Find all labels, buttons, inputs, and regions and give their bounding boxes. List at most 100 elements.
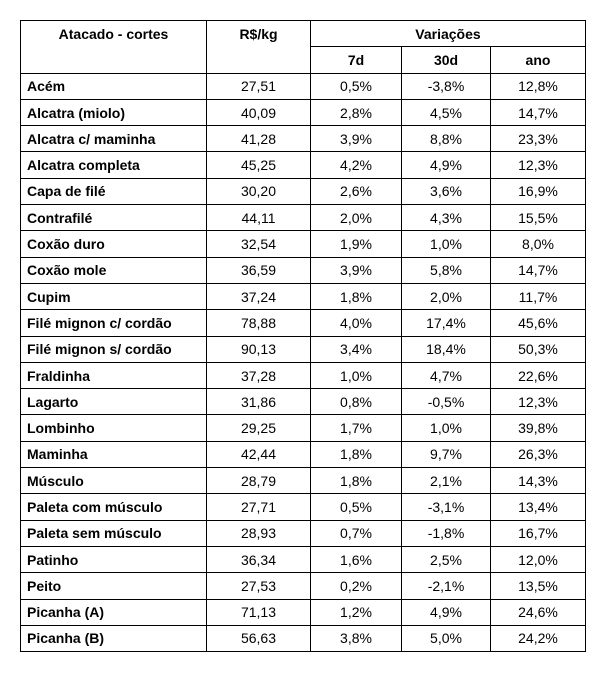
cell: 31,86 <box>206 388 311 416</box>
cell: 3,4% <box>310 335 402 363</box>
cell: 5,8% <box>401 256 491 284</box>
header-sub: 7d <box>310 46 402 74</box>
table-row: Coxão mole 36,59 3,9% 5,8% 14,7% <box>20 256 586 284</box>
cell: 2,0% <box>310 204 402 232</box>
cell: 14,7% <box>490 256 586 284</box>
cell: 1,9% <box>310 230 402 258</box>
cell: 28,79 <box>206 467 311 495</box>
cell: 42,44 <box>206 440 311 469</box>
cell: 17,4% <box>401 309 491 337</box>
cut-name: Fraldinha <box>20 361 207 390</box>
header-name: Atacado - cortes <box>20 20 207 74</box>
cell: 37,28 <box>206 361 311 390</box>
cell: 12,3% <box>490 151 586 179</box>
cell: 1,0% <box>310 361 402 390</box>
cell: 78,88 <box>206 309 311 337</box>
header-sub: ano <box>490 46 586 74</box>
cell: 12,3% <box>490 388 586 416</box>
table-row: Picanha (B) 56,63 3,8% 5,0% 24,2% <box>20 624 586 653</box>
cell: 0,7% <box>310 519 402 547</box>
cell: 3,6% <box>401 177 491 206</box>
table-row: Acém 27,51 0,5% -3,8% 12,8% <box>20 72 586 100</box>
cell: 16,7% <box>490 519 586 547</box>
table-row: Fraldinha 37,28 1,0% 4,7% 22,6% <box>20 361 586 390</box>
cell: -3,8% <box>401 72 491 100</box>
cut-name: Coxão mole <box>20 256 207 284</box>
table-body: Acém 27,51 0,5% -3,8% 12,8% Alcatra (miolo) 40… <box>20 72 586 653</box>
cut-name: Maminha <box>20 440 207 469</box>
cut-name: Acém <box>20 72 207 100</box>
cell: 44,11 <box>206 204 311 232</box>
cut-name: Capa de filé <box>20 177 207 206</box>
cut-name: Picanha (B) <box>20 624 207 653</box>
cut-name: Paleta sem músculo <box>20 519 207 547</box>
cell: 27,51 <box>206 72 311 100</box>
table-row: Alcatra (miolo) 40,09 2,8% 4,5% 14,7% <box>20 98 586 127</box>
cell: 1,0% <box>401 230 491 258</box>
cell: 36,59 <box>206 256 311 284</box>
cell: 23,3% <box>490 125 586 153</box>
table-row: Paleta com músculo 27,71 0,5% -3,1% 13,4% <box>20 493 586 521</box>
cell: 0,8% <box>310 388 402 416</box>
cell: 71,13 <box>206 598 311 626</box>
cell: 24,6% <box>490 598 586 626</box>
table-row: Peito 27,53 0,2% -2,1% 13,5% <box>20 572 586 600</box>
cell: 2,0% <box>401 282 491 311</box>
cut-name: Filé mignon c/ cordão <box>20 309 207 337</box>
cell: -1,8% <box>401 519 491 547</box>
cell: 16,9% <box>490 177 586 206</box>
cell: 2,5% <box>401 545 491 574</box>
cell: 9,7% <box>401 440 491 469</box>
table-row: Filé mignon s/ cordão 90,13 3,4% 18,4% 50,3% <box>20 335 586 363</box>
cell: -0,5% <box>401 388 491 416</box>
table-row: Cupim 37,24 1,8% 2,0% 11,7% <box>20 282 586 311</box>
cell: 22,6% <box>490 361 586 390</box>
cut-name: Contrafilé <box>20 204 207 232</box>
cell: 13,4% <box>490 493 586 521</box>
cell: 15,5% <box>490 204 586 232</box>
cell: 8,8% <box>401 125 491 153</box>
cell: 4,2% <box>310 151 402 179</box>
cell: 32,54 <box>206 230 311 258</box>
cell: 1,8% <box>310 467 402 495</box>
table-row: Patinho 36,34 1,6% 2,5% 12,0% <box>20 545 586 574</box>
cut-name: Lagarto <box>20 388 207 416</box>
cut-name: Alcatra c/ maminha <box>20 125 207 153</box>
cut-name: Paleta com músculo <box>20 493 207 521</box>
cell: 45,25 <box>206 151 311 179</box>
cell: 0,5% <box>310 72 402 100</box>
table-row: Lombinho 29,25 1,7% 1,0% 39,8% <box>20 414 586 442</box>
cell: 2,6% <box>310 177 402 206</box>
table-row: Filé mignon c/ cordão 78,88 4,0% 17,4% 45,6% <box>20 309 586 337</box>
cell: -2,1% <box>401 572 491 600</box>
table-row: Capa de filé 30,20 2,6% 3,6% 16,9% <box>20 177 586 206</box>
cell: 12,0% <box>490 545 586 574</box>
cell: 37,24 <box>206 282 311 311</box>
cell: 14,7% <box>490 98 586 127</box>
cell: 3,9% <box>310 125 402 153</box>
cell: 8,0% <box>490 230 586 258</box>
cut-name: Peito <box>20 572 207 600</box>
cell: 27,71 <box>206 493 311 521</box>
cell: 39,8% <box>490 414 586 442</box>
header-sub: 30d <box>401 46 491 74</box>
cell: 4,5% <box>401 98 491 127</box>
cell: 30,20 <box>206 177 311 206</box>
cell: 4,9% <box>401 151 491 179</box>
cut-name: Filé mignon s/ cordão <box>20 335 207 363</box>
table-row: Paleta sem músculo 28,93 0,7% -1,8% 16,7% <box>20 519 586 547</box>
table-row: Contrafilé 44,11 2,0% 4,3% 15,5% <box>20 204 586 232</box>
cut-name: Cupim <box>20 282 207 311</box>
cut-name: Alcatra completa <box>20 151 207 179</box>
cell: 14,3% <box>490 467 586 495</box>
cell: 2,1% <box>401 467 491 495</box>
header-price: R$/kg <box>206 20 311 74</box>
cut-name: Alcatra (miolo) <box>20 98 207 127</box>
cell: 4,9% <box>401 598 491 626</box>
table-row: Músculo 28,79 1,8% 2,1% 14,3% <box>20 467 586 495</box>
cut-name: Picanha (A) <box>20 598 207 626</box>
cell: 1,2% <box>310 598 402 626</box>
cell: 50,3% <box>490 335 586 363</box>
cell: 5,0% <box>401 624 491 653</box>
table-row: Lagarto 31,86 0,8% -0,5% 12,3% <box>20 388 586 416</box>
